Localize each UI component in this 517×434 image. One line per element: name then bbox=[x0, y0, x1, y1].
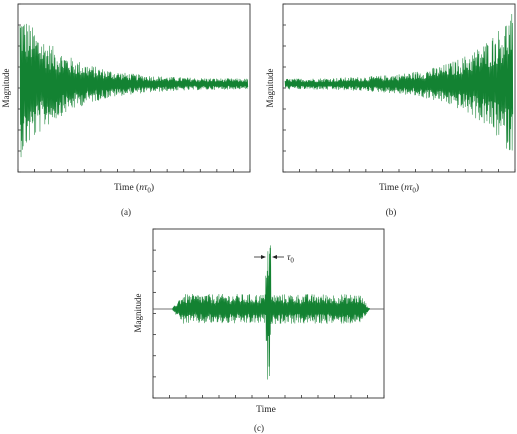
panel-b: Magnitude Time (nτ0) (b) bbox=[265, 3, 516, 217]
tau0-arrowhead-right bbox=[272, 255, 277, 259]
caption-b: (b) bbox=[386, 207, 397, 217]
panel-c: Magnitude Time (c) τ0 bbox=[133, 228, 385, 433]
xlabel-b: Time (nτ0) bbox=[379, 182, 419, 195]
tau0-annotation: τ0 bbox=[254, 253, 294, 265]
ylabel-a: Magnitude bbox=[1, 69, 11, 108]
signal-b bbox=[284, 14, 514, 151]
signal-trace-c bbox=[171, 245, 371, 380]
signal-a bbox=[19, 23, 249, 158]
signal-trace-a bbox=[19, 23, 249, 158]
xlabel-c: Time bbox=[256, 405, 276, 415]
ticks-b bbox=[282, 3, 516, 173]
xlabel-a: Time (nτ0) bbox=[114, 182, 154, 195]
signal-trace-b bbox=[284, 14, 514, 151]
ticks-a bbox=[17, 3, 251, 173]
ticks-c bbox=[152, 228, 385, 399]
tau0-label: τ0 bbox=[287, 253, 294, 265]
tau0-arrowhead-left bbox=[261, 255, 266, 259]
caption-a: (a) bbox=[121, 207, 131, 217]
ylabel-b: Magnitude bbox=[265, 69, 275, 108]
caption-c: (c) bbox=[254, 423, 264, 433]
panel-a: Magnitude Time (nτ0) (a) bbox=[1, 3, 251, 217]
ylabel-c: Magnitude bbox=[133, 294, 143, 333]
signal-c bbox=[171, 245, 371, 380]
